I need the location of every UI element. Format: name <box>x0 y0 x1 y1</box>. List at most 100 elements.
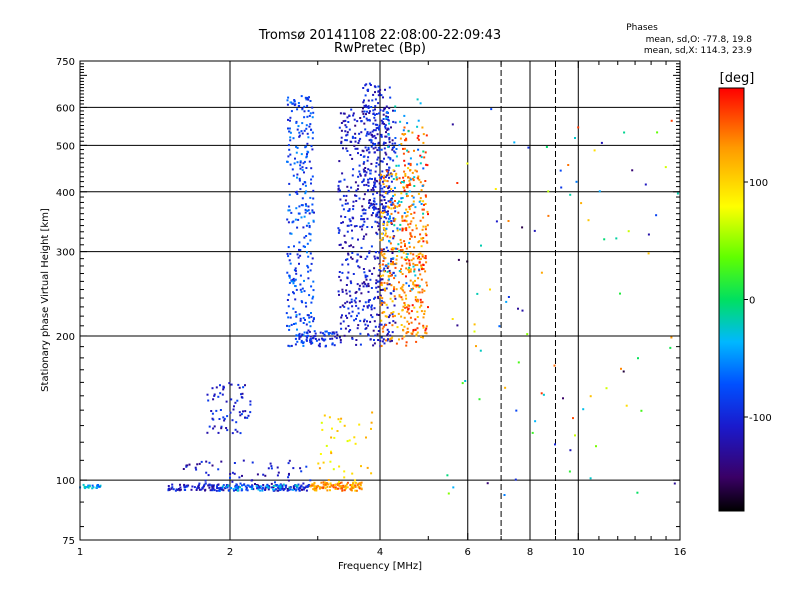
data-point <box>237 485 240 488</box>
data-point <box>327 483 330 486</box>
data-point <box>383 270 386 273</box>
data-point <box>402 289 405 292</box>
data-point <box>315 339 318 342</box>
data-point <box>418 306 421 309</box>
data-point <box>302 162 305 165</box>
data-point <box>349 154 352 156</box>
data-point <box>314 338 317 340</box>
data-point <box>396 247 399 250</box>
data-point <box>389 200 392 203</box>
data-point <box>380 177 382 180</box>
data-point <box>656 131 659 134</box>
data-point <box>355 317 357 320</box>
phases-x-mode: mean, sd,X: 114.3, 23.9 <box>644 46 752 56</box>
data-point <box>382 330 385 333</box>
data-point <box>207 399 210 402</box>
data-point <box>387 262 390 265</box>
colorbar <box>718 87 745 512</box>
data-point <box>186 485 189 488</box>
data-point <box>362 223 365 226</box>
data-point <box>365 284 368 287</box>
data-point <box>378 173 381 176</box>
data-point <box>298 135 301 138</box>
data-point <box>377 257 379 260</box>
data-point <box>408 245 411 248</box>
data-point <box>306 153 308 156</box>
data-point <box>393 150 396 153</box>
data-point <box>390 274 393 277</box>
data-point <box>241 474 243 477</box>
data-point <box>380 336 383 339</box>
data-point <box>398 338 400 341</box>
data-point <box>380 275 382 278</box>
data-point <box>401 337 404 340</box>
data-point <box>367 146 370 149</box>
data-point <box>358 164 361 167</box>
data-point <box>312 280 315 283</box>
data-point <box>355 200 358 202</box>
data-point <box>392 261 394 263</box>
data-point <box>355 194 358 197</box>
data-point <box>420 335 423 338</box>
data-point <box>302 322 305 324</box>
data-point <box>669 346 672 349</box>
data-point <box>466 260 469 263</box>
data-point <box>475 345 477 348</box>
data-point <box>412 196 415 199</box>
data-point <box>388 86 391 89</box>
data-point <box>201 487 204 490</box>
data-point <box>365 104 367 107</box>
data-point <box>405 267 408 270</box>
data-point <box>343 424 346 427</box>
data-point <box>379 296 382 299</box>
data-point <box>636 491 639 494</box>
data-point <box>312 111 315 114</box>
data-point <box>345 487 347 489</box>
data-point <box>373 151 376 154</box>
data-point <box>349 294 352 297</box>
data-point <box>507 220 510 222</box>
data-point <box>365 149 368 152</box>
data-point <box>229 476 231 479</box>
data-point <box>302 486 305 489</box>
data-point <box>308 232 311 235</box>
data-point <box>213 393 216 396</box>
data-point <box>383 267 386 270</box>
data-point <box>415 340 418 343</box>
data-point <box>346 481 349 484</box>
data-point <box>295 288 298 291</box>
data-point <box>346 300 349 303</box>
data-point <box>236 430 239 433</box>
data-point <box>376 221 379 224</box>
data-point <box>352 481 355 484</box>
data-point <box>372 200 375 203</box>
data-point <box>304 192 307 195</box>
data-point <box>275 488 277 491</box>
data-point <box>367 285 370 288</box>
data-point <box>210 484 213 487</box>
data-point <box>287 293 290 296</box>
data-point <box>289 232 292 235</box>
data-point <box>240 489 243 492</box>
data-point <box>362 237 365 240</box>
data-point <box>334 486 337 489</box>
data-point <box>456 324 459 327</box>
data-point <box>356 147 359 150</box>
data-point <box>400 268 402 271</box>
data-point <box>400 296 403 299</box>
colorbar-tick-label: 100 <box>749 178 768 189</box>
data-point <box>372 142 374 145</box>
data-point <box>408 312 411 315</box>
data-point <box>379 270 382 272</box>
data-point <box>418 322 421 325</box>
data-point <box>377 163 380 166</box>
data-point <box>300 341 303 344</box>
data-point <box>288 205 291 208</box>
data-point <box>402 251 405 254</box>
data-point <box>425 325 428 328</box>
data-point <box>368 110 371 113</box>
data-point <box>313 317 315 320</box>
data-point <box>383 122 386 125</box>
data-point <box>348 218 351 221</box>
data-point <box>294 337 297 340</box>
